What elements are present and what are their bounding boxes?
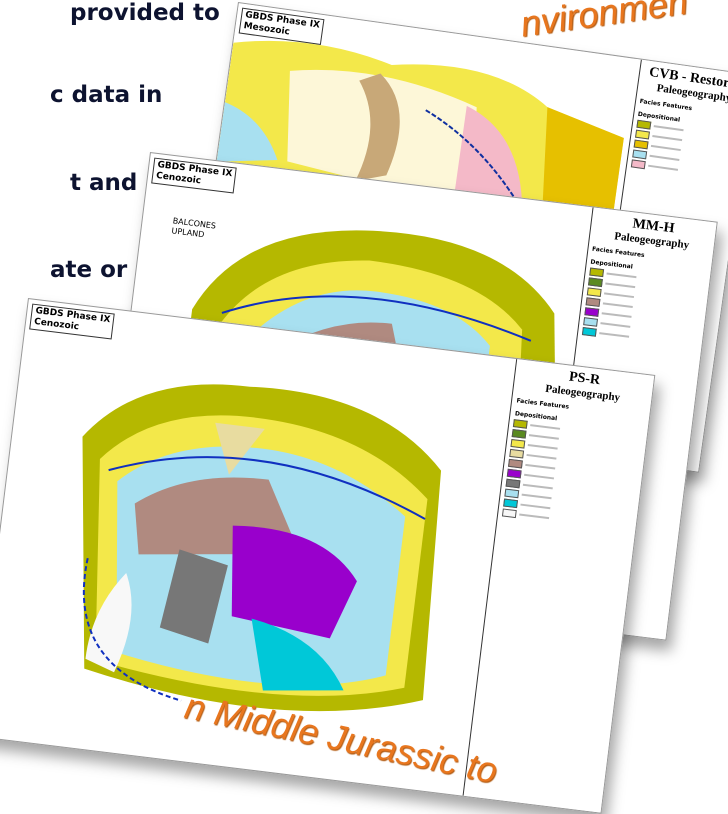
slide-text: ate or bbox=[50, 257, 128, 283]
slide-text: t and bbox=[70, 170, 138, 196]
slide-text: c data in bbox=[50, 82, 163, 108]
map bbox=[82, 384, 442, 712]
top-banner: nvironmen bbox=[517, 0, 691, 45]
map-card: GBDS Phase IX Cenozoic PS-R Paleogeograph… bbox=[0, 298, 656, 814]
slide-text: provided to bbox=[70, 0, 220, 26]
